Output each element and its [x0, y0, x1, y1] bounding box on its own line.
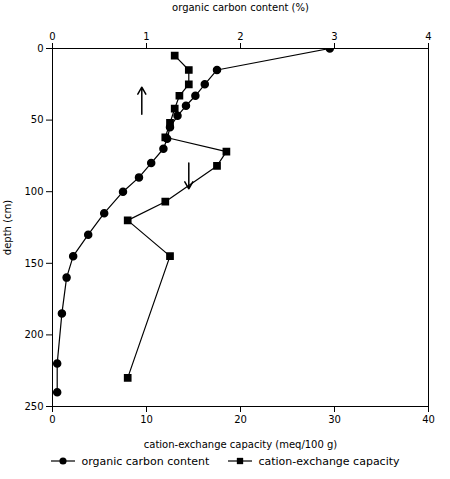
- svg-text:0: 0: [37, 43, 43, 54]
- svg-text:2: 2: [237, 31, 243, 42]
- svg-text:40: 40: [422, 414, 435, 425]
- svg-text:50: 50: [31, 114, 44, 125]
- svg-text:0: 0: [49, 414, 55, 425]
- svg-text:3: 3: [331, 31, 337, 42]
- svg-text:30: 30: [328, 414, 341, 425]
- svg-text:1: 1: [143, 31, 149, 42]
- svg-text:150: 150: [24, 258, 43, 269]
- svg-text:100: 100: [24, 186, 43, 197]
- svg-text:organic carbon content (%): organic carbon content (%): [172, 2, 309, 13]
- svg-text:cation-exchange capacity (meq/: cation-exchange capacity (meq/100 g): [144, 439, 338, 450]
- svg-text:250: 250: [24, 401, 43, 412]
- svg-text:4: 4: [425, 31, 431, 42]
- svg-text:0: 0: [49, 31, 55, 42]
- svg-text:10: 10: [140, 414, 153, 425]
- html-text:cation-exchange capacity: cation-exchange capacity: [258, 454, 400, 468]
- svg-text:depth (cm): depth (cm): [2, 200, 13, 255]
- svg-text:20: 20: [234, 414, 247, 425]
- html-text:organic carbon content: organic carbon content: [81, 454, 210, 468]
- svg-text:200: 200: [24, 329, 43, 340]
